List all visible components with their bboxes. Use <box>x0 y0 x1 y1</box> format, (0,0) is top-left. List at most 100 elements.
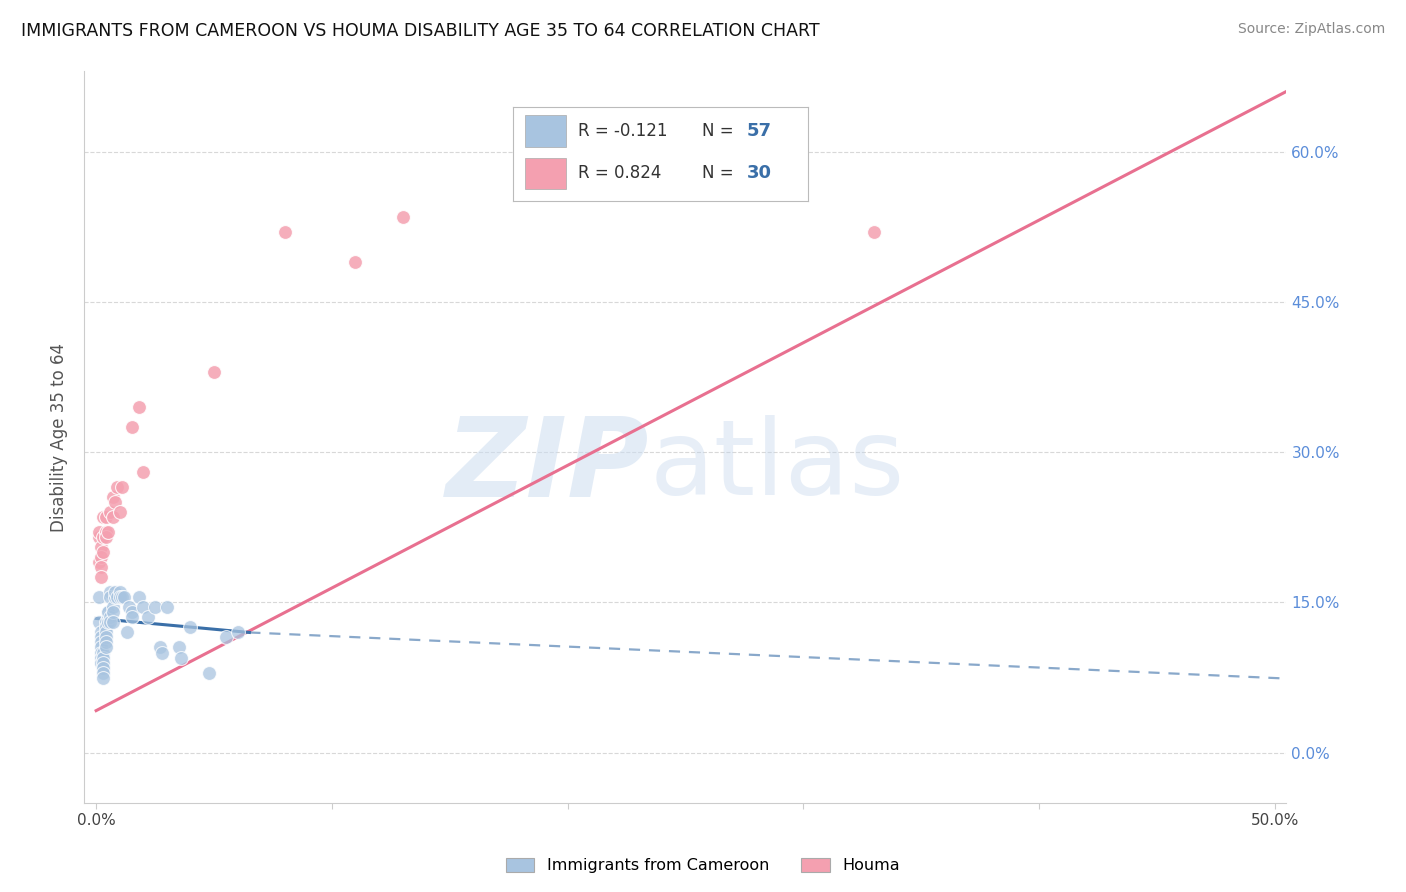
Point <box>98 585 121 599</box>
Point <box>87 615 110 630</box>
Legend: Immigrants from Cameroon, Houma: Immigrants from Cameroon, Houma <box>499 851 907 880</box>
Point <box>104 585 127 599</box>
Point <box>90 631 112 645</box>
Point <box>91 671 114 685</box>
Point <box>105 591 128 605</box>
Point <box>90 640 112 655</box>
Point <box>745 149 768 163</box>
Point <box>128 400 150 414</box>
Point <box>94 625 117 640</box>
Point <box>198 665 221 680</box>
Point <box>90 550 112 565</box>
Point <box>87 525 110 540</box>
Point <box>391 210 413 224</box>
Point <box>202 365 225 379</box>
Point <box>98 591 121 605</box>
Point <box>87 555 110 569</box>
Point <box>94 530 117 544</box>
Point <box>90 635 112 649</box>
Text: 30: 30 <box>747 164 772 182</box>
Point <box>90 541 112 555</box>
Point <box>101 606 124 620</box>
Point <box>97 606 120 620</box>
Point <box>91 646 114 660</box>
Point <box>149 640 172 655</box>
Point <box>108 591 131 605</box>
Point <box>87 530 110 544</box>
Point <box>108 585 131 599</box>
Point <box>863 225 886 239</box>
Text: N =: N = <box>702 122 740 140</box>
Point <box>94 525 117 540</box>
Point <box>121 606 143 620</box>
Point <box>98 610 121 624</box>
Point <box>87 591 110 605</box>
Point <box>90 646 112 660</box>
Point <box>156 600 179 615</box>
Point <box>94 510 117 524</box>
Point <box>94 640 117 655</box>
Point <box>132 465 155 479</box>
Point <box>118 600 141 615</box>
Point <box>105 480 128 494</box>
Point <box>91 660 114 674</box>
Text: Source: ZipAtlas.com: Source: ZipAtlas.com <box>1237 22 1385 37</box>
Point <box>226 625 249 640</box>
Point <box>94 620 117 634</box>
Point <box>128 591 150 605</box>
Point <box>136 610 159 624</box>
Point <box>150 646 173 660</box>
Point <box>90 625 112 640</box>
Point <box>90 650 112 665</box>
Point <box>114 591 135 605</box>
Text: R = -0.121: R = -0.121 <box>578 122 668 140</box>
Point <box>104 591 127 605</box>
Point <box>98 615 121 630</box>
Text: 57: 57 <box>747 122 772 140</box>
Point <box>101 490 124 504</box>
Point <box>111 480 134 494</box>
Point <box>101 615 124 630</box>
Point <box>91 665 114 680</box>
Point <box>91 510 114 524</box>
Point <box>94 631 117 645</box>
Point <box>97 525 120 540</box>
Point <box>274 225 297 239</box>
FancyBboxPatch shape <box>524 115 567 147</box>
Point <box>111 591 134 605</box>
Point <box>97 610 120 624</box>
Point <box>115 625 138 640</box>
Point <box>167 640 190 655</box>
Point <box>91 650 114 665</box>
Point <box>132 600 155 615</box>
Point <box>91 660 114 674</box>
Point <box>97 615 120 630</box>
Point <box>90 570 112 584</box>
Y-axis label: Disability Age 35 to 64: Disability Age 35 to 64 <box>51 343 69 532</box>
Point <box>101 600 124 615</box>
Point <box>90 656 112 670</box>
Point <box>121 420 143 434</box>
Point <box>101 510 124 524</box>
Text: IMMIGRANTS FROM CAMEROON VS HOUMA DISABILITY AGE 35 TO 64 CORRELATION CHART: IMMIGRANTS FROM CAMEROON VS HOUMA DISABI… <box>21 22 820 40</box>
Text: R = 0.824: R = 0.824 <box>578 164 661 182</box>
Point <box>98 505 121 519</box>
Point <box>143 600 166 615</box>
Point <box>91 545 114 559</box>
Point <box>179 620 201 634</box>
Text: ZIP: ZIP <box>446 413 650 520</box>
Point <box>344 254 367 268</box>
Text: atlas: atlas <box>650 416 904 517</box>
Point <box>91 530 114 544</box>
Point <box>90 560 112 574</box>
Point <box>94 635 117 649</box>
FancyBboxPatch shape <box>524 158 567 189</box>
Point <box>94 615 117 630</box>
Point <box>108 505 131 519</box>
Point <box>121 610 143 624</box>
Point <box>104 495 127 509</box>
Point <box>215 631 238 645</box>
Point <box>91 656 114 670</box>
Text: N =: N = <box>702 164 740 182</box>
Point <box>170 650 193 665</box>
